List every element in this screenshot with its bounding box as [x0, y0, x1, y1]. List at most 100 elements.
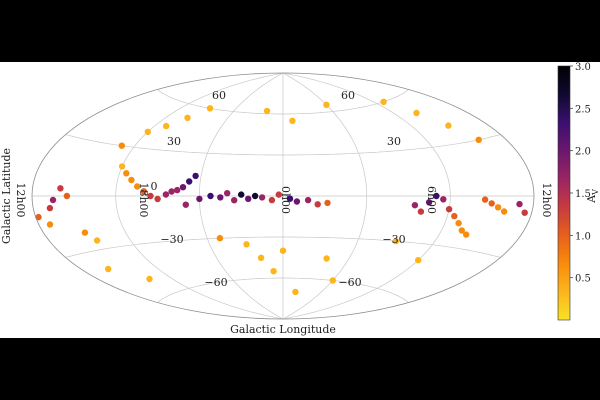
extinction-point [123, 170, 130, 177]
extinction-point [105, 265, 112, 273]
extinction-point [516, 200, 523, 208]
colorbar-label-sub: V [591, 189, 600, 196]
lat-tick-label: 30 [387, 135, 401, 148]
colorbar-tick-label: 2.0 [575, 147, 591, 158]
extinction-point [521, 209, 528, 216]
extinction-point [257, 254, 265, 261]
extinction-point [263, 107, 271, 115]
extinction-point [63, 192, 71, 200]
extinction-point [463, 231, 470, 238]
extinction-point [186, 178, 193, 185]
extinction-point [258, 194, 266, 201]
extinction-point [154, 195, 161, 203]
extinction-point [174, 186, 181, 194]
extinction-point [314, 201, 321, 208]
extinction-point [134, 183, 141, 190]
lat-tick-label: 30 [167, 135, 181, 148]
extinction-point [46, 221, 54, 228]
lat-tick-label: −30 [382, 233, 405, 246]
lat-tick-label: −30 [160, 233, 183, 246]
extinction-point [481, 196, 489, 203]
extinction-point [243, 241, 250, 248]
extinction-point [451, 212, 458, 220]
extinction-point [245, 195, 252, 202]
lat-tick-label: −60 [204, 276, 227, 289]
extinction-point [268, 196, 276, 204]
lat-tick-label: 0 [151, 180, 158, 193]
colorbar-ticks: 0.5 1.0 1.5 2.0 2.5 3.0 [570, 62, 591, 285]
extinction-point [196, 195, 203, 203]
extinction-point [192, 172, 199, 180]
extinction-point [46, 204, 54, 212]
longitude-gridline [115, 72, 284, 320]
extinction-point [118, 142, 126, 149]
extinction-point [500, 208, 508, 215]
x-axis-label: Galactic Longitude [230, 323, 336, 336]
extinction-point [475, 136, 482, 143]
colorbar [557, 65, 571, 321]
extinction-point [324, 199, 331, 207]
lon-tick-label: 12h00 [14, 182, 27, 217]
lon-tick-label: 0h00 [279, 186, 292, 214]
extinction-point [35, 213, 42, 221]
extinction-point [279, 247, 287, 254]
extinction-point [206, 105, 214, 112]
sky-outline [31, 72, 535, 320]
extinction-point [440, 196, 447, 203]
extinction-point [488, 200, 495, 207]
figure-panel: 12h00 18h00 0h00 6h00 12h00 60 30 0 −30 … [0, 62, 600, 338]
extinction-point [433, 192, 440, 200]
extinction-point [118, 163, 126, 170]
extinction-point [238, 191, 245, 198]
extinction-point [458, 227, 465, 234]
extinction-point [380, 98, 387, 105]
colorbar-tick-label: 0.5 [575, 274, 591, 285]
colorbar-tick-label: 1.0 [575, 231, 591, 242]
extinction-point [224, 190, 231, 197]
lat-tick-label: −60 [338, 276, 361, 289]
extinction-point [49, 196, 57, 204]
colorbar-tick-label: 2.5 [575, 104, 591, 115]
extinction-point [81, 229, 89, 236]
extinction-point [275, 191, 282, 198]
extinction-point [292, 288, 299, 296]
extinction-point [323, 101, 330, 108]
extinction-point [217, 194, 224, 201]
extinction-point [207, 192, 214, 200]
extinction-point [216, 235, 224, 242]
extinction-point [445, 122, 452, 129]
extinction-point [289, 117, 296, 124]
extinction-point [425, 199, 433, 206]
extinction-point [231, 197, 238, 204]
colorbar-tick-label: 3.0 [575, 62, 591, 73]
extinction-point [329, 277, 336, 284]
colorbar-tick-label: 1.5 [575, 189, 591, 200]
extinction-point [147, 192, 154, 200]
aitoff-sky-map: 12h00 18h00 0h00 6h00 12h00 60 30 0 −30 … [0, 62, 600, 336]
extinction-point [455, 220, 462, 227]
y-axis-label: Galactic Latitude [0, 148, 13, 244]
data-points [35, 98, 528, 296]
lon-tick-label: 12h00 [540, 182, 553, 217]
extinction-point [270, 268, 277, 275]
extinction-point [184, 114, 191, 121]
extinction-point [162, 191, 170, 198]
lat-tick-label: 60 [341, 89, 355, 102]
lat-tick-label: 60 [212, 89, 226, 102]
extinction-point [293, 198, 301, 205]
extinction-point [392, 238, 399, 245]
extinction-point [415, 257, 422, 264]
extinction-point [182, 201, 189, 208]
extinction-point [140, 188, 147, 195]
extinction-point [144, 128, 151, 135]
extinction-point [411, 202, 419, 209]
extinction-point [304, 196, 312, 204]
extinction-point [146, 275, 153, 283]
extinction-point [494, 204, 502, 211]
extinction-point [286, 195, 294, 202]
colorbar-label: AV [585, 189, 600, 204]
extinction-point [128, 176, 135, 184]
extinction-point [168, 188, 175, 195]
lon-tick-label: 6h00 [425, 186, 438, 214]
longitude-gridline [282, 72, 451, 320]
